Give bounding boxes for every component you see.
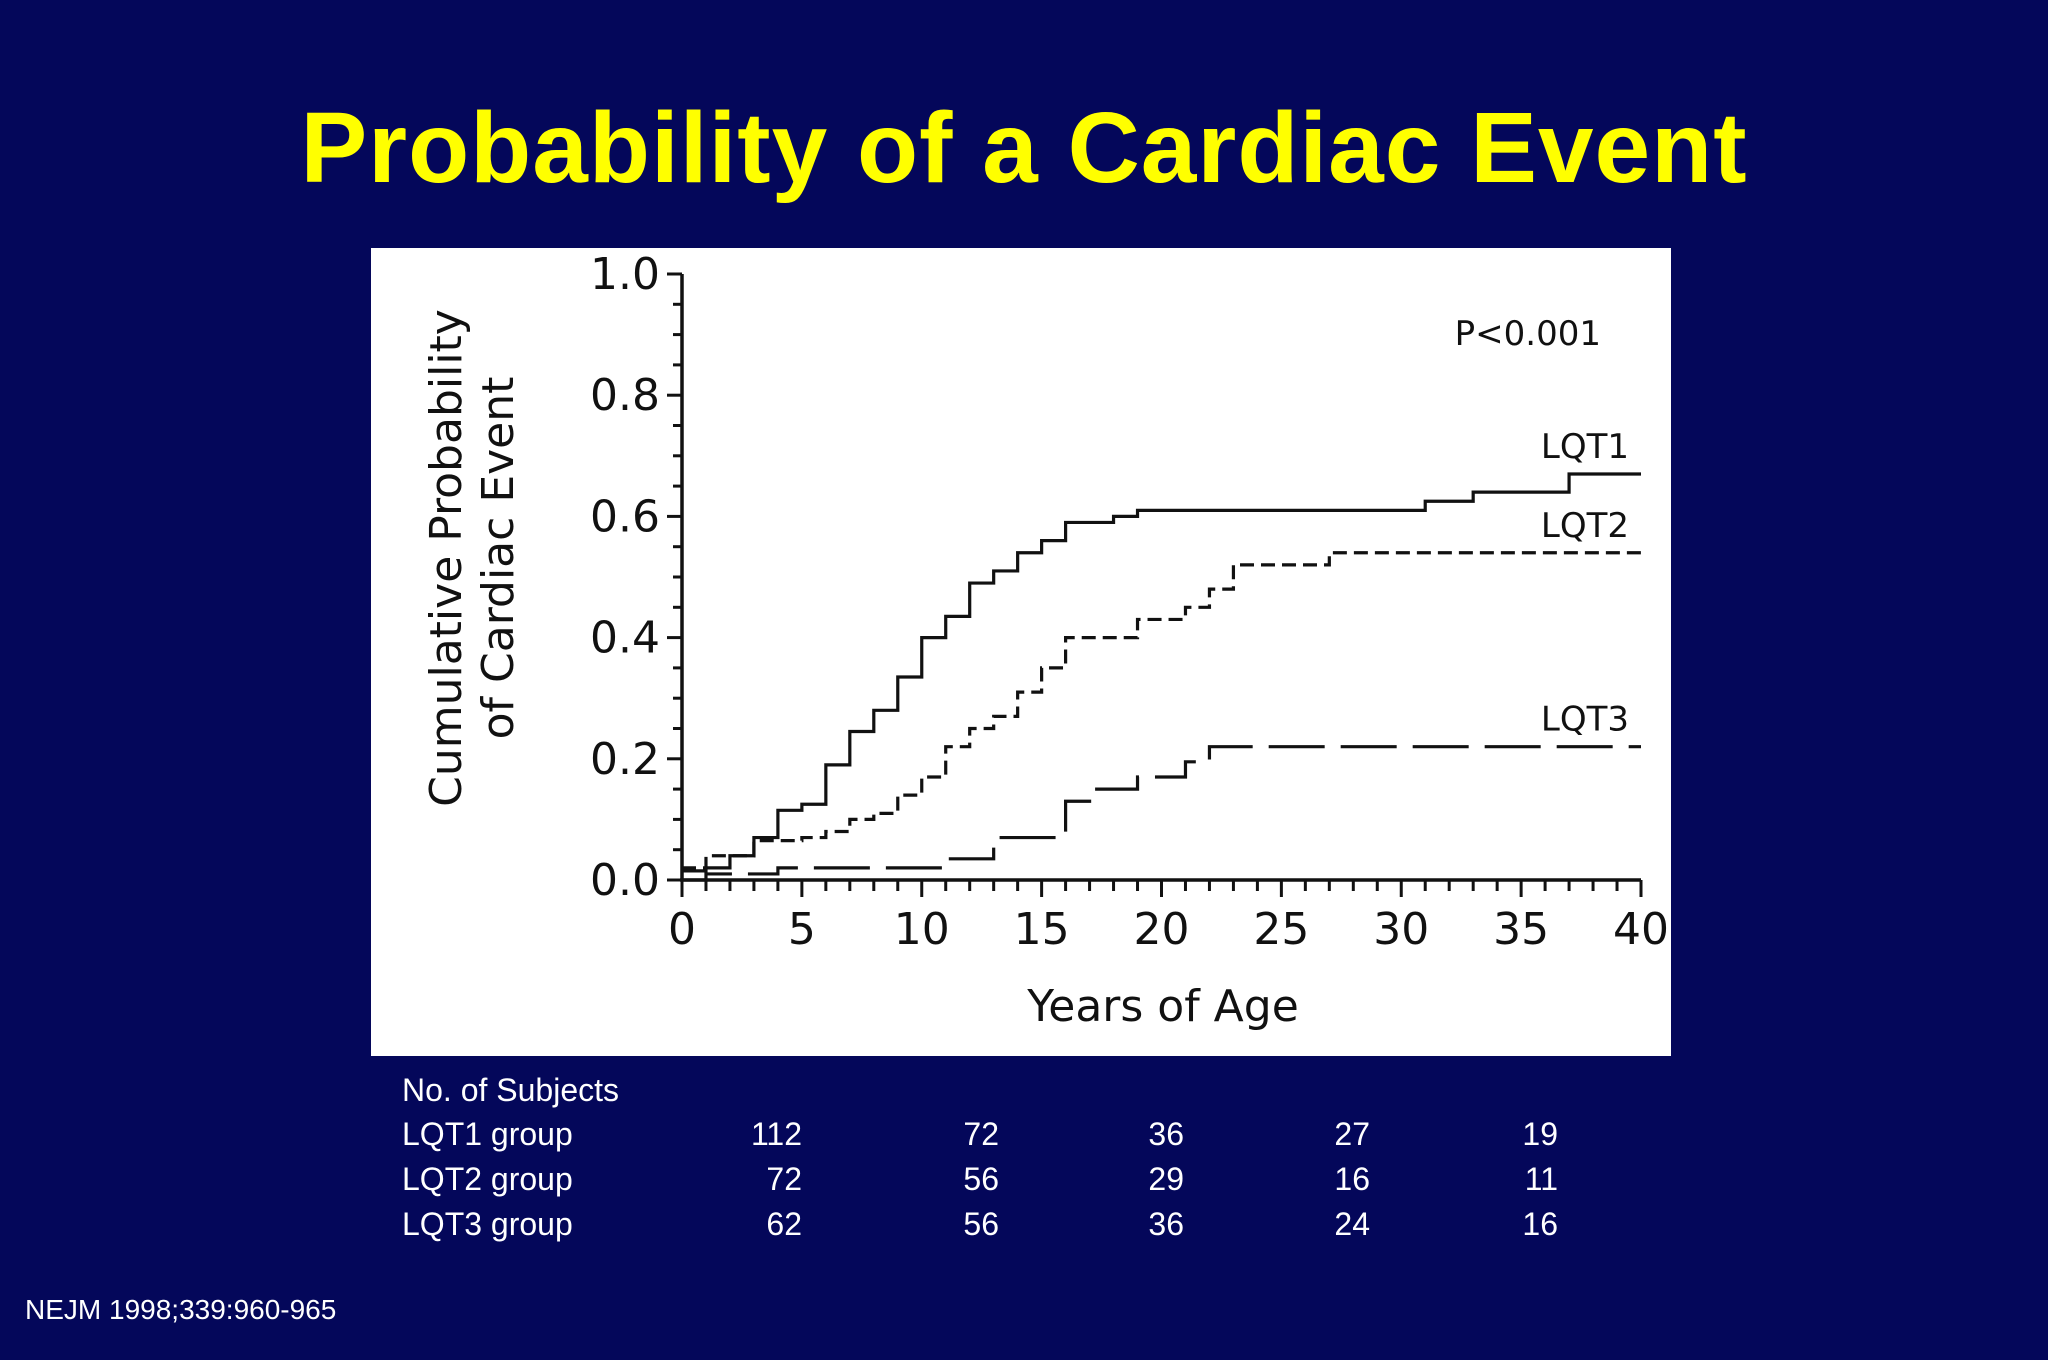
y-tick-label: 0.8: [590, 370, 660, 421]
row-count: 112: [750, 1116, 802, 1152]
x-tick-label: 15: [1014, 904, 1070, 955]
x-tick-label: 30: [1373, 904, 1429, 955]
x-tick-label: 25: [1253, 904, 1309, 955]
x-tick-label: 5: [788, 904, 816, 955]
y-tick-label: 0.0: [590, 855, 660, 906]
row-count: 27: [1334, 1116, 1370, 1152]
x-tick-label: 20: [1134, 904, 1190, 955]
series-label: LQT2: [1541, 506, 1629, 546]
row-count: 29: [1148, 1161, 1184, 1197]
row-count: 72: [766, 1161, 802, 1197]
y-tick-label: 0.2: [590, 734, 660, 785]
y-tick-label: 0.6: [590, 491, 660, 542]
row-count: 72: [963, 1116, 999, 1152]
series-label: LQT3: [1541, 700, 1629, 740]
row-count: 16: [1334, 1161, 1370, 1197]
x-tick-label: 40: [1613, 904, 1669, 955]
table-row: LQT3 group 62 56 36 24 16: [402, 1206, 1702, 1250]
row-count: 11: [1524, 1161, 1558, 1197]
series-layer: [682, 472, 1641, 882]
y-axis-label-line2: of Cardiac Event: [473, 377, 524, 740]
labels-layer: LQT1 LQT2 LQT3 0.0 0.2 0.4 0.6 0.8 1.0 0 5 10 15 20 25…: [421, 249, 1669, 1032]
row-count: 56: [963, 1206, 999, 1242]
subjects-table-header: No. of Subjects: [402, 1072, 619, 1108]
table-row: LQT2 group 72 56 29 16 11: [402, 1161, 1702, 1205]
km-chart: LQT1 LQT2 LQT3 0.0 0.2 0.4 0.6 0.8 1.0 0 5 10 15 20 25…: [421, 249, 1669, 1032]
row-label: LQT2 group: [402, 1161, 573, 1197]
series-line-lqt2: [682, 551, 1641, 870]
x-axis-label: Years of Age: [1026, 981, 1299, 1032]
row-count: 16: [1522, 1206, 1558, 1242]
axes-layer: [667, 272, 1643, 897]
chart-panel: LQT1 LQT2 LQT3 0.0 0.2 0.4 0.6 0.8 1.0 0 5 10 15 20 25…: [371, 248, 1671, 1056]
citation: NEJM 1998;339:960-965: [25, 1294, 337, 1325]
y-tick-label: 0.4: [590, 613, 660, 664]
row-count: 36: [1148, 1206, 1184, 1242]
table-row: LQT1 group 112 72 36 27 19: [402, 1116, 1702, 1160]
row-label: LQT1 group: [402, 1116, 573, 1152]
row-label: LQT3 group: [402, 1206, 573, 1242]
series-label: LQT1: [1541, 427, 1629, 467]
x-tick-label: 0: [668, 904, 696, 955]
row-count: 19: [1522, 1116, 1558, 1152]
row-count: 36: [1148, 1116, 1184, 1152]
x-tick-label: 10: [894, 904, 950, 955]
y-axis-label-line1: Cumulative Probability: [421, 309, 472, 807]
row-count: 56: [963, 1161, 999, 1197]
series-line-lqt3: [682, 745, 1641, 882]
x-tick-label: 35: [1493, 904, 1549, 955]
row-count: 62: [766, 1206, 802, 1242]
p-value-annotation: P<0.001: [1455, 314, 1601, 354]
row-count: 24: [1334, 1206, 1370, 1242]
y-tick-label: 1.0: [590, 249, 660, 300]
slide-title: Probability of a Cardiac Event: [300, 92, 1748, 204]
series-line-lqt1: [682, 472, 1641, 873]
